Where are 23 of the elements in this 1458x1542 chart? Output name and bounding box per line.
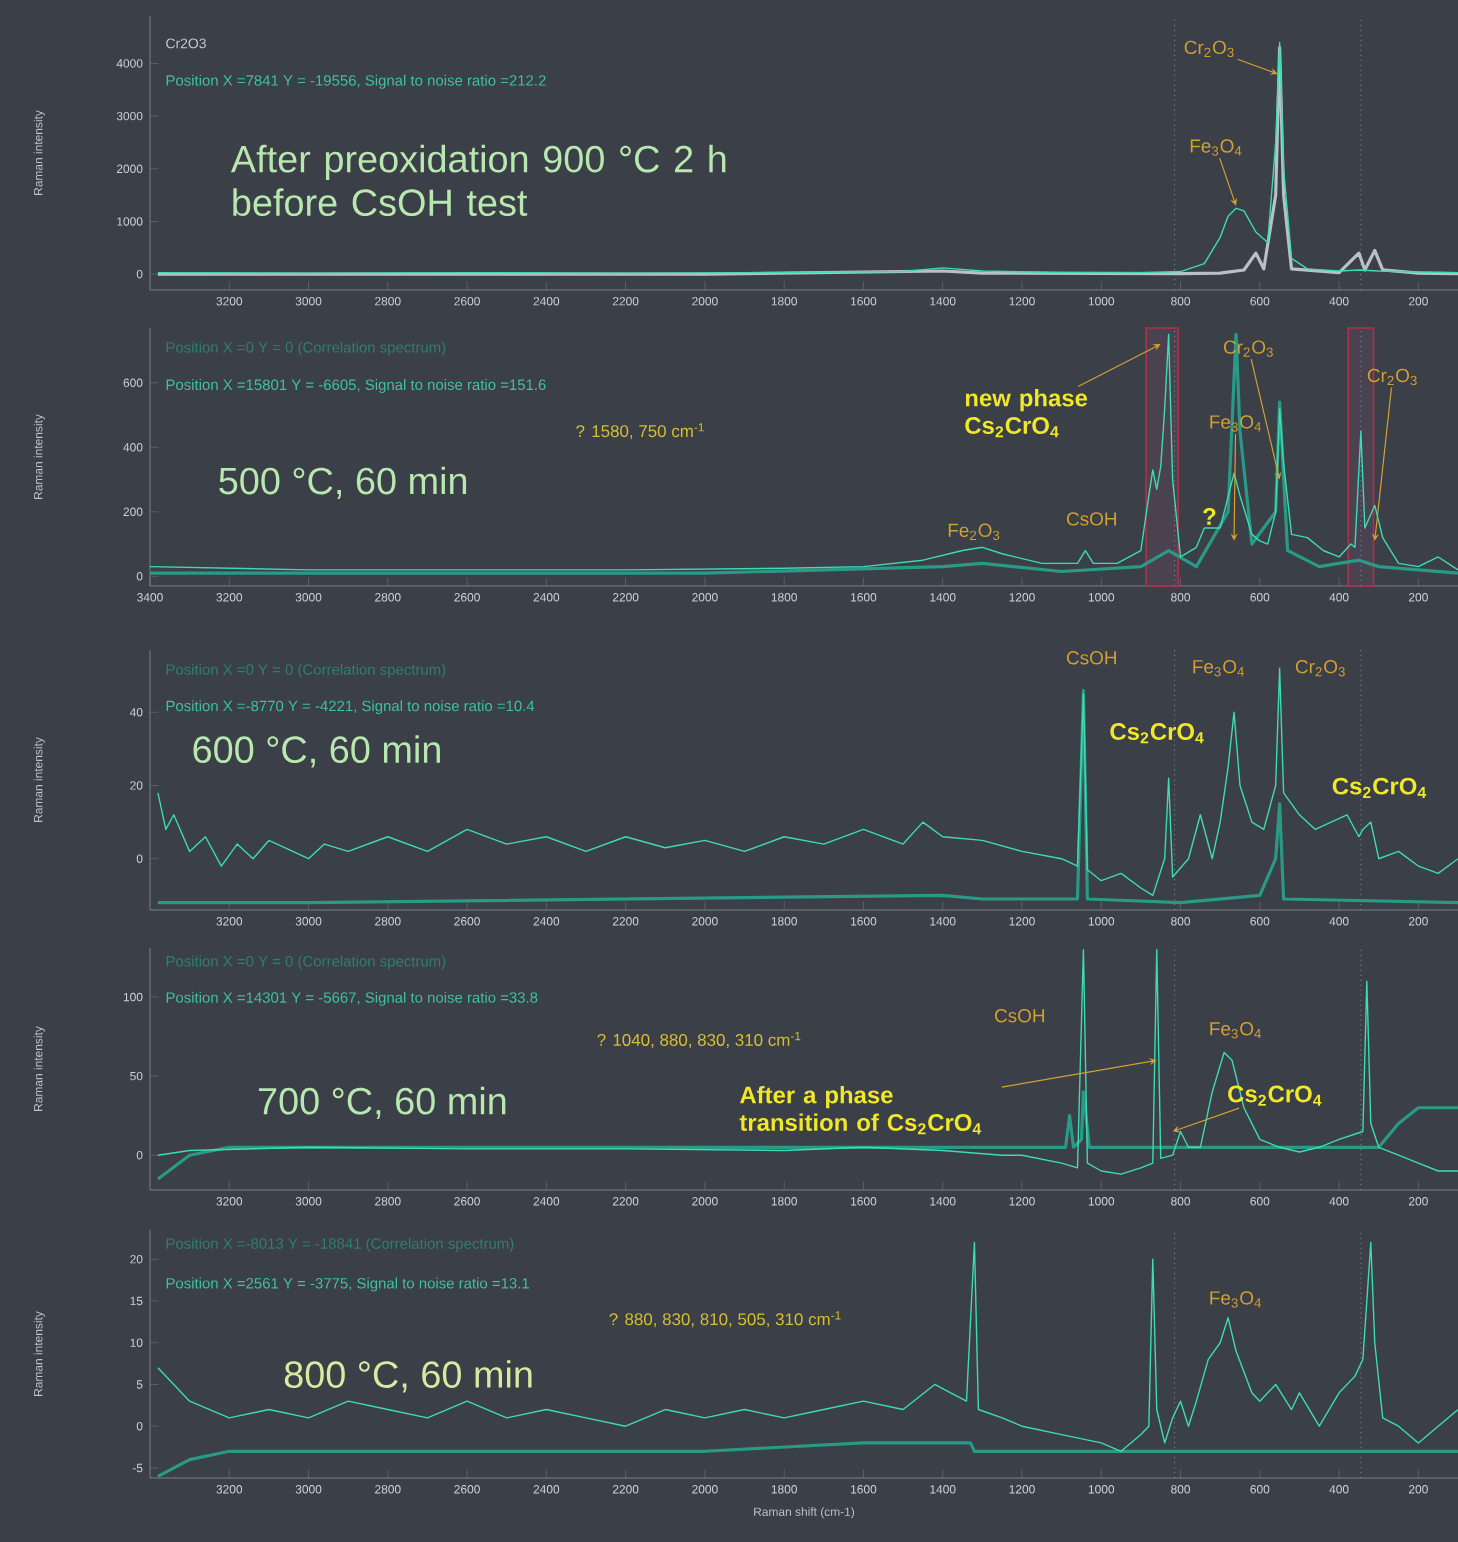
- annotation: Fe$_{3}$O$_{4}$: [1190, 139, 1242, 156]
- annotation: ? 880, 830, 810, 505, 310 cm$^{-1}$: [609, 1311, 841, 1328]
- annotation: Cr$_{2}$O$_{3}$: [1184, 40, 1234, 58]
- annotation: ?: [1203, 507, 1216, 525]
- annotation: Fe$_{2}$O$_{3}$: [948, 523, 1000, 541]
- annotation: Fe$_{3}$O$_{4}$: [1210, 1022, 1262, 1039]
- annotation: ? 1580, 750 cm$^{-1}$: [576, 423, 704, 440]
- annotation: After a phase transition of Cs$_{2}$CrO$_{4}$: [739, 1085, 982, 1135]
- annotation: CsOH: [1066, 651, 1116, 665]
- annotation: Fe$_{3}$O$_{4}$: [1210, 1291, 1262, 1308]
- annotation: Cs$_{2}$CrO$_{4}$: [1332, 777, 1427, 798]
- annotation: Cs$_{2}$CrO$_{4}$: [1110, 723, 1204, 744]
- annotation: CsOH: [995, 1009, 1045, 1023]
- annotation: After preoxidation 900 °C 2 h before CsOH test: [230, 144, 726, 217]
- annotation: 600 °C, 60 min: [193, 735, 440, 768]
- annotation: 700 °C, 60 min: [258, 1086, 506, 1120]
- annotation: 800 °C, 60 min: [284, 1360, 532, 1393]
- annotation: new phase Cs$_{2}$CrO$_{4}$: [965, 388, 1088, 438]
- annotation: ? 1040, 880, 830, 310 cm$^{-1}$: [597, 1031, 801, 1048]
- annotation: Fe$_{3}$O$_{4}$: [1193, 659, 1245, 677]
- annotation: 500 °C, 60 min: [219, 466, 467, 499]
- annotation: CsOH: [1066, 512, 1116, 526]
- annotation: Cr$_{2}$O$_{3}$: [1295, 659, 1345, 677]
